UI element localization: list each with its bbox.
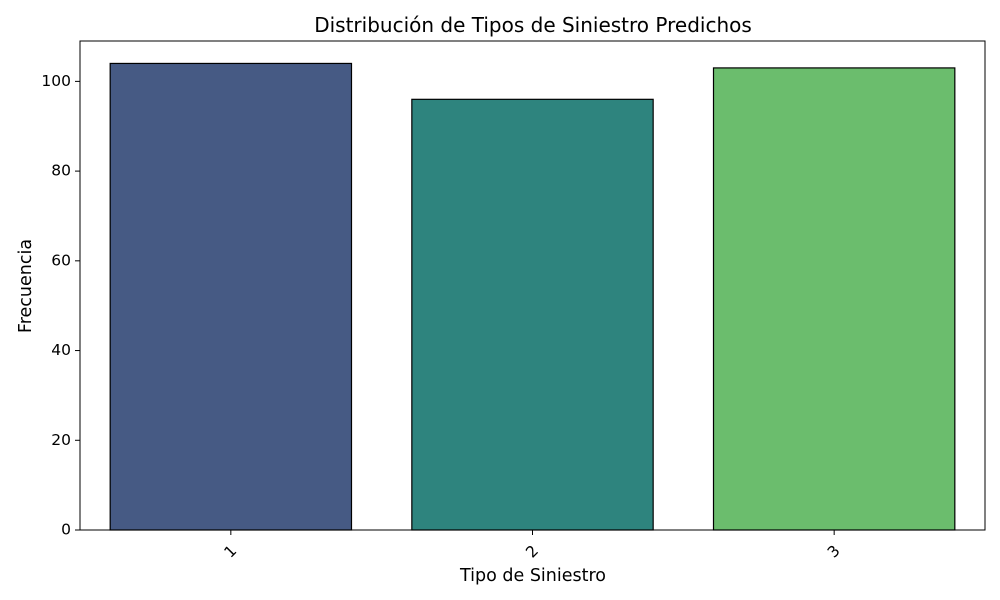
ticks-layer: 1 2 3 0 20 40 60 80 100: [41, 72, 843, 562]
x-tick-label-2: 2: [522, 542, 542, 562]
y-tick-label-0: 0: [61, 521, 71, 539]
bar-3: [712, 67, 956, 531]
y-axis-label: Frecuencia: [16, 239, 36, 333]
bar-2: [411, 98, 654, 531]
y-tick-label-80: 80: [51, 162, 71, 180]
x-tick-label-1: 1: [221, 542, 241, 562]
x-axis-label: Tipo de Siniestro: [459, 566, 606, 586]
y-tick-label-40: 40: [51, 341, 71, 359]
y-tick-label-20: 20: [51, 431, 71, 449]
y-tick-label-100: 100: [41, 72, 71, 90]
bars-layer: [109, 62, 956, 531]
x-tick-label-3: 3: [824, 542, 844, 562]
bar-1: [109, 62, 353, 531]
y-tick-label-60: 60: [51, 251, 71, 269]
chart-title: Distribución de Tipos de Siniestro Predi…: [314, 13, 752, 37]
